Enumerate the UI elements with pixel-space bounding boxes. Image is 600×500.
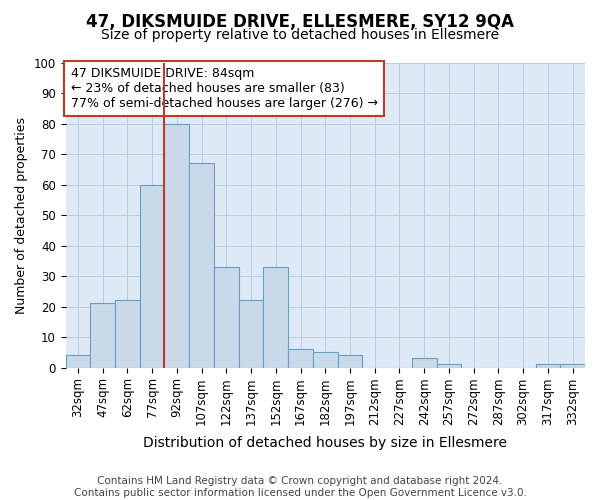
- Y-axis label: Number of detached properties: Number of detached properties: [15, 116, 28, 314]
- Bar: [412, 358, 437, 368]
- Bar: [437, 364, 461, 368]
- Bar: [263, 267, 288, 368]
- Text: 47, DIKSMUIDE DRIVE, ELLESMERE, SY12 9QA: 47, DIKSMUIDE DRIVE, ELLESMERE, SY12 9QA: [86, 12, 514, 30]
- Bar: [65, 356, 90, 368]
- Bar: [164, 124, 189, 368]
- Bar: [536, 364, 560, 368]
- Bar: [90, 304, 115, 368]
- Bar: [115, 300, 140, 368]
- Text: 47 DIKSMUIDE DRIVE: 84sqm
← 23% of detached houses are smaller (83)
77% of semi-: 47 DIKSMUIDE DRIVE: 84sqm ← 23% of detac…: [71, 67, 378, 110]
- Bar: [313, 352, 338, 368]
- Bar: [338, 356, 362, 368]
- Bar: [140, 184, 164, 368]
- Text: Contains HM Land Registry data © Crown copyright and database right 2024.
Contai: Contains HM Land Registry data © Crown c…: [74, 476, 526, 498]
- X-axis label: Distribution of detached houses by size in Ellesmere: Distribution of detached houses by size …: [143, 436, 507, 450]
- Bar: [214, 267, 239, 368]
- Bar: [239, 300, 263, 368]
- Bar: [560, 364, 585, 368]
- Bar: [288, 349, 313, 368]
- Text: Size of property relative to detached houses in Ellesmere: Size of property relative to detached ho…: [101, 28, 499, 42]
- Bar: [189, 163, 214, 368]
